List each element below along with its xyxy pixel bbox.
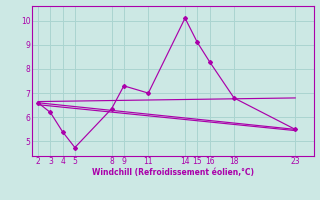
X-axis label: Windchill (Refroidissement éolien,°C): Windchill (Refroidissement éolien,°C) bbox=[92, 168, 254, 177]
